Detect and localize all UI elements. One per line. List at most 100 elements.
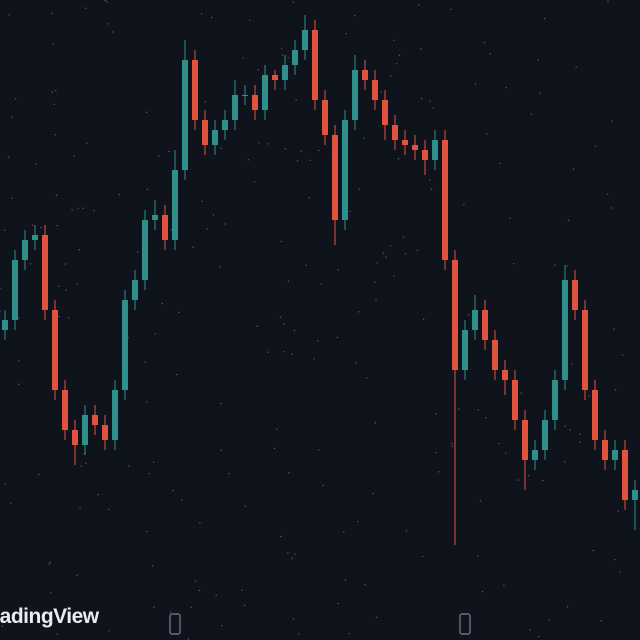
noise-dot <box>489 52 491 55</box>
noise-dot <box>154 333 157 335</box>
noise-dot <box>67 317 70 319</box>
noise-dot <box>296 160 299 162</box>
noise-dot <box>345 32 347 35</box>
noise-dot <box>112 31 114 33</box>
noise-dot <box>520 392 522 394</box>
noise-dot <box>281 54 284 56</box>
candle-body <box>172 170 178 240</box>
candle-body <box>572 280 578 310</box>
noise-dot <box>267 351 270 353</box>
noise-dot <box>484 417 487 419</box>
noise-dot <box>375 299 377 301</box>
noise-dot <box>613 328 615 330</box>
noise-dot <box>293 553 296 555</box>
candle-body <box>362 70 368 80</box>
candle-body <box>112 390 118 440</box>
noise-dot <box>530 113 533 115</box>
noise-dot <box>288 472 290 474</box>
candle-body <box>302 30 308 50</box>
noise-dot <box>385 256 387 258</box>
noise-dot <box>404 252 407 255</box>
noise-dot <box>569 429 571 431</box>
noise-dot <box>538 92 541 94</box>
noise-dot <box>199 522 201 524</box>
candle-body <box>562 280 568 380</box>
noise-dot <box>389 245 392 247</box>
noise-dot <box>499 162 501 165</box>
noise-dot <box>607 0 609 2</box>
noise-dot <box>244 505 247 507</box>
noise-dot <box>481 591 484 593</box>
candle-body <box>442 140 448 260</box>
candle-body <box>382 100 388 125</box>
noise-dot <box>55 194 58 197</box>
noise-dot <box>200 13 203 15</box>
candle-body <box>272 75 278 80</box>
candle-body <box>132 280 138 300</box>
noise <box>0 0 624 640</box>
noise-dot <box>82 207 84 209</box>
noise-dot <box>317 340 319 342</box>
noise-dot <box>210 16 213 19</box>
noise-dot <box>194 580 197 582</box>
noise-dot <box>309 159 311 162</box>
candle-body <box>322 100 328 135</box>
noise-dot <box>365 377 368 379</box>
candle-body <box>412 145 418 150</box>
noise-dot <box>178 311 180 314</box>
noise-dot <box>397 158 400 160</box>
noise-dot <box>108 630 110 632</box>
noise-dot <box>7 156 10 158</box>
noise-dot <box>282 350 285 353</box>
noise-dot <box>337 602 339 605</box>
noise-dot <box>137 251 139 253</box>
noise-dot <box>451 445 454 448</box>
noise-dot <box>0 287 1 290</box>
noise-dot <box>503 584 505 587</box>
noise-dot <box>393 275 395 277</box>
candle-body <box>232 95 238 120</box>
noise-dot <box>276 428 278 430</box>
event-marker <box>169 613 471 635</box>
noise-dot <box>35 163 38 166</box>
noise-dot <box>71 209 73 211</box>
noise-dot <box>298 633 300 635</box>
noise-dot <box>76 283 78 286</box>
noise-dot <box>554 264 556 266</box>
noise-dot <box>76 574 78 577</box>
noise-dot <box>614 389 617 391</box>
noise-dot <box>54 134 56 136</box>
noise-dot <box>485 132 488 135</box>
noise-dot <box>80 465 83 467</box>
noise-dot <box>564 425 566 427</box>
candle-body <box>452 260 458 370</box>
noise-dot <box>505 452 507 454</box>
noise-dot <box>280 535 282 538</box>
noise-dot <box>17 317 20 319</box>
candle-body <box>202 120 208 145</box>
noise-dot <box>291 353 293 355</box>
noise-dot <box>398 54 401 56</box>
noise-dot <box>517 479 520 481</box>
candle-body <box>292 50 298 65</box>
noise-dot <box>79 506 81 509</box>
noise-dot <box>588 395 590 398</box>
candle-body <box>522 420 528 460</box>
noise-dot <box>247 159 250 161</box>
noise-dot <box>336 336 339 339</box>
candle-body <box>472 310 478 330</box>
noise-dot <box>606 193 609 195</box>
noise-dot <box>11 197 14 199</box>
noise-dot <box>97 493 99 496</box>
noise-dot <box>287 57 289 59</box>
noise-dot <box>3 229 6 231</box>
noise-dot <box>548 619 551 621</box>
noise-dot <box>405 530 408 532</box>
noise-dot <box>58 315 60 318</box>
noise-dot <box>220 402 222 405</box>
noise-dot <box>376 262 378 264</box>
noise-dot <box>429 179 431 181</box>
noise-dot <box>38 473 40 476</box>
